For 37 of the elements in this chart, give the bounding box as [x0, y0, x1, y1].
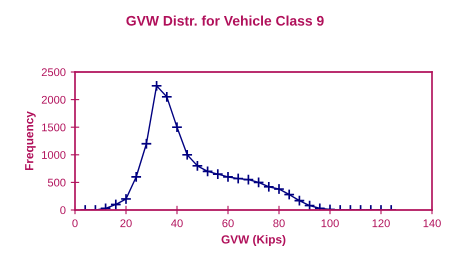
point — [232, 172, 244, 184]
point — [202, 166, 214, 178]
y-tick-label: 1500 — [42, 123, 66, 132]
x-tick-label: 120 — [372, 219, 390, 228]
point — [212, 168, 224, 180]
point — [242, 174, 254, 186]
y-tick-label: 1000 — [42, 151, 66, 159]
point — [130, 171, 142, 183]
y-tick-label: 500 — [48, 178, 66, 187]
x-tick-label: 60 — [222, 219, 234, 228]
point — [150, 80, 162, 92]
x-axis-title: GVW (Kips) — [222, 234, 286, 246]
point — [140, 138, 152, 150]
x-tick-label: 0 — [72, 219, 78, 228]
point — [252, 176, 264, 188]
point — [294, 194, 306, 206]
point — [110, 198, 122, 210]
chart-title: GVW Distr. for Vehicle Class 9 — [126, 16, 324, 26]
point — [273, 183, 285, 195]
point — [182, 149, 193, 160]
x-tick-label: 100 — [322, 219, 339, 228]
point — [192, 160, 204, 172]
point — [120, 193, 132, 205]
y-tick-label: 2500 — [42, 68, 66, 76]
x-tick-label: 40 — [171, 219, 183, 228]
x-tick-label: 80 — [273, 219, 285, 228]
x-tick-label: 140 — [424, 219, 441, 228]
point — [222, 171, 234, 183]
point — [161, 91, 172, 103]
point — [304, 200, 316, 210]
point — [171, 122, 183, 133]
y-tick-label: 0 — [60, 206, 66, 214]
y-axis-title: Frequency — [25, 111, 36, 170]
x-tick-label: 20 — [120, 219, 132, 228]
point — [263, 181, 274, 193]
y-tick-label: 2000 — [42, 96, 66, 104]
point — [284, 188, 295, 200]
